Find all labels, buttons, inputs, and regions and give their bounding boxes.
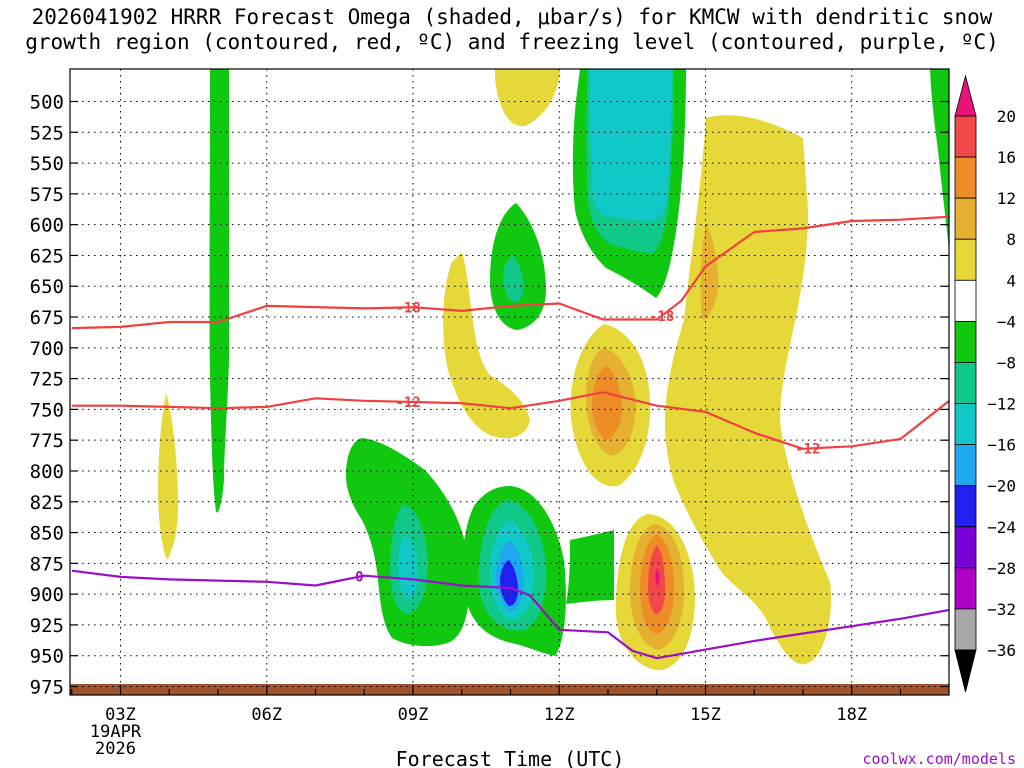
colorbar-label: −8 — [997, 353, 1016, 372]
contour-label: -12 — [795, 442, 820, 458]
x-tick-label: 15Z — [690, 705, 721, 725]
y-tick-label: 600 — [30, 215, 64, 237]
colorbar-swatch — [954, 238, 977, 281]
chart-title-line1: 2026041902 HRRR Forecast Omega (shaded, … — [31, 5, 993, 29]
y-tick-label: 750 — [30, 399, 64, 421]
descent-region-left — [158, 393, 178, 560]
colorbar-label: 8 — [1006, 230, 1016, 249]
colorbar-label: 4 — [1006, 271, 1016, 290]
colorbar-label: 16 — [997, 148, 1016, 167]
y-tick-label: 700 — [30, 338, 64, 360]
y-tick-label: 900 — [30, 584, 64, 606]
colorbar-label: −16 — [987, 436, 1016, 455]
ascent-region-right-low — [566, 530, 614, 604]
descent-region-12-center — [592, 366, 622, 440]
colorbar-swatch — [954, 444, 977, 487]
ground-surface — [70, 684, 949, 695]
descent-region-20 — [655, 568, 660, 588]
colorbar-swatch — [954, 403, 977, 446]
colorbar-label: −4 — [997, 312, 1016, 331]
colorbar-label: −20 — [987, 477, 1016, 496]
contour-freezing-level — [71, 569, 949, 660]
colorbar-swatch — [954, 608, 977, 651]
contours: -18 -18 -12 -12 0 — [71, 215, 949, 660]
y-tick-label: 625 — [30, 245, 64, 267]
descent-region-mid — [443, 252, 530, 439]
colorbar-swatch — [954, 156, 977, 199]
ascent-region-core-20 — [500, 560, 518, 606]
y-tick-label: 725 — [30, 369, 64, 391]
x-tick-label: 03Z — [105, 705, 136, 725]
y-tick-label: 800 — [30, 461, 64, 483]
omega-shading — [70, 69, 949, 695]
colorbar-swatch — [954, 362, 977, 404]
colorbar-label: −28 — [987, 559, 1016, 578]
y-tick-label: 925 — [30, 615, 64, 637]
colorbar-swatch — [954, 279, 977, 322]
colorbar-min-arrow — [954, 649, 977, 693]
contour-dgz-12 — [71, 391, 949, 450]
colorbar-label: −24 — [987, 518, 1016, 537]
x-axis-title: Forecast Time (UTC) — [396, 747, 625, 768]
colorbar-swatch — [954, 485, 977, 528]
colorbar-swatch — [954, 526, 977, 569]
x-date-label: 19APR — [90, 722, 142, 742]
colorbar-swatch — [954, 115, 977, 158]
y-tick-label: 825 — [30, 492, 64, 514]
contour-label: 0 — [355, 570, 363, 586]
ascent-region-mid-12 — [503, 255, 524, 303]
colorbar-label: 20 — [997, 107, 1016, 126]
colorbar: 20 16 12 8 4 −4 −8 −12 −16 −20 −24 −28 −32 −36 — [954, 74, 1016, 693]
colorbar-label: −36 — [987, 641, 1016, 660]
x-tick-label: 12Z — [544, 705, 575, 725]
contour-label: -18 — [395, 300, 420, 316]
ascent-region-vertical-left — [209, 69, 229, 513]
chart-title-line2: growth region (contoured, red, ºC) and f… — [25, 30, 999, 54]
x-tick-label: 09Z — [398, 705, 429, 725]
colorbar-swatch — [954, 567, 977, 610]
contour-label: -12 — [395, 395, 420, 411]
y-tick-label: 550 — [30, 153, 64, 175]
ascent-region-top-16 — [590, 69, 672, 222]
x-tick-label: 18Z — [836, 705, 867, 725]
colorbar-swatch — [954, 320, 977, 363]
y-tick-label: 500 — [30, 92, 64, 114]
y-tick-label: 525 — [30, 122, 64, 144]
y-tick-label: 875 — [30, 553, 64, 575]
ascent-region-right-edge — [930, 69, 949, 250]
y-tick-label: 975 — [30, 677, 64, 699]
y-tick-label: 850 — [30, 523, 64, 545]
y-tick-label: 950 — [30, 646, 64, 668]
y-tick-label: 575 — [30, 184, 64, 206]
grid — [70, 69, 949, 695]
contour-label: -18 — [649, 309, 674, 325]
ascent-region-left-low-16 — [398, 536, 418, 600]
y-tick-label: 650 — [30, 276, 64, 298]
x-year-label: 2026 — [95, 739, 136, 759]
colorbar-label: −32 — [987, 600, 1016, 619]
colorbar-swatch — [954, 197, 977, 240]
colorbar-label: 12 — [997, 189, 1016, 208]
credit-text: coolwx.com/models — [862, 750, 1016, 768]
descent-region-top — [495, 69, 560, 127]
y-tick-label: 675 — [30, 307, 64, 329]
y-tick-label: 775 — [30, 430, 64, 452]
contour-dgz-18 — [71, 215, 949, 330]
plot-frame — [69, 68, 950, 696]
colorbar-label: −12 — [987, 395, 1016, 414]
colorbar-max-arrow — [954, 74, 977, 117]
x-tick-label: 06Z — [251, 705, 282, 725]
descent-region-8-right — [700, 222, 719, 320]
y-axis: 500 525 550 575 600 625 650 675 700 725 750 775 800 8… — [30, 92, 949, 699]
